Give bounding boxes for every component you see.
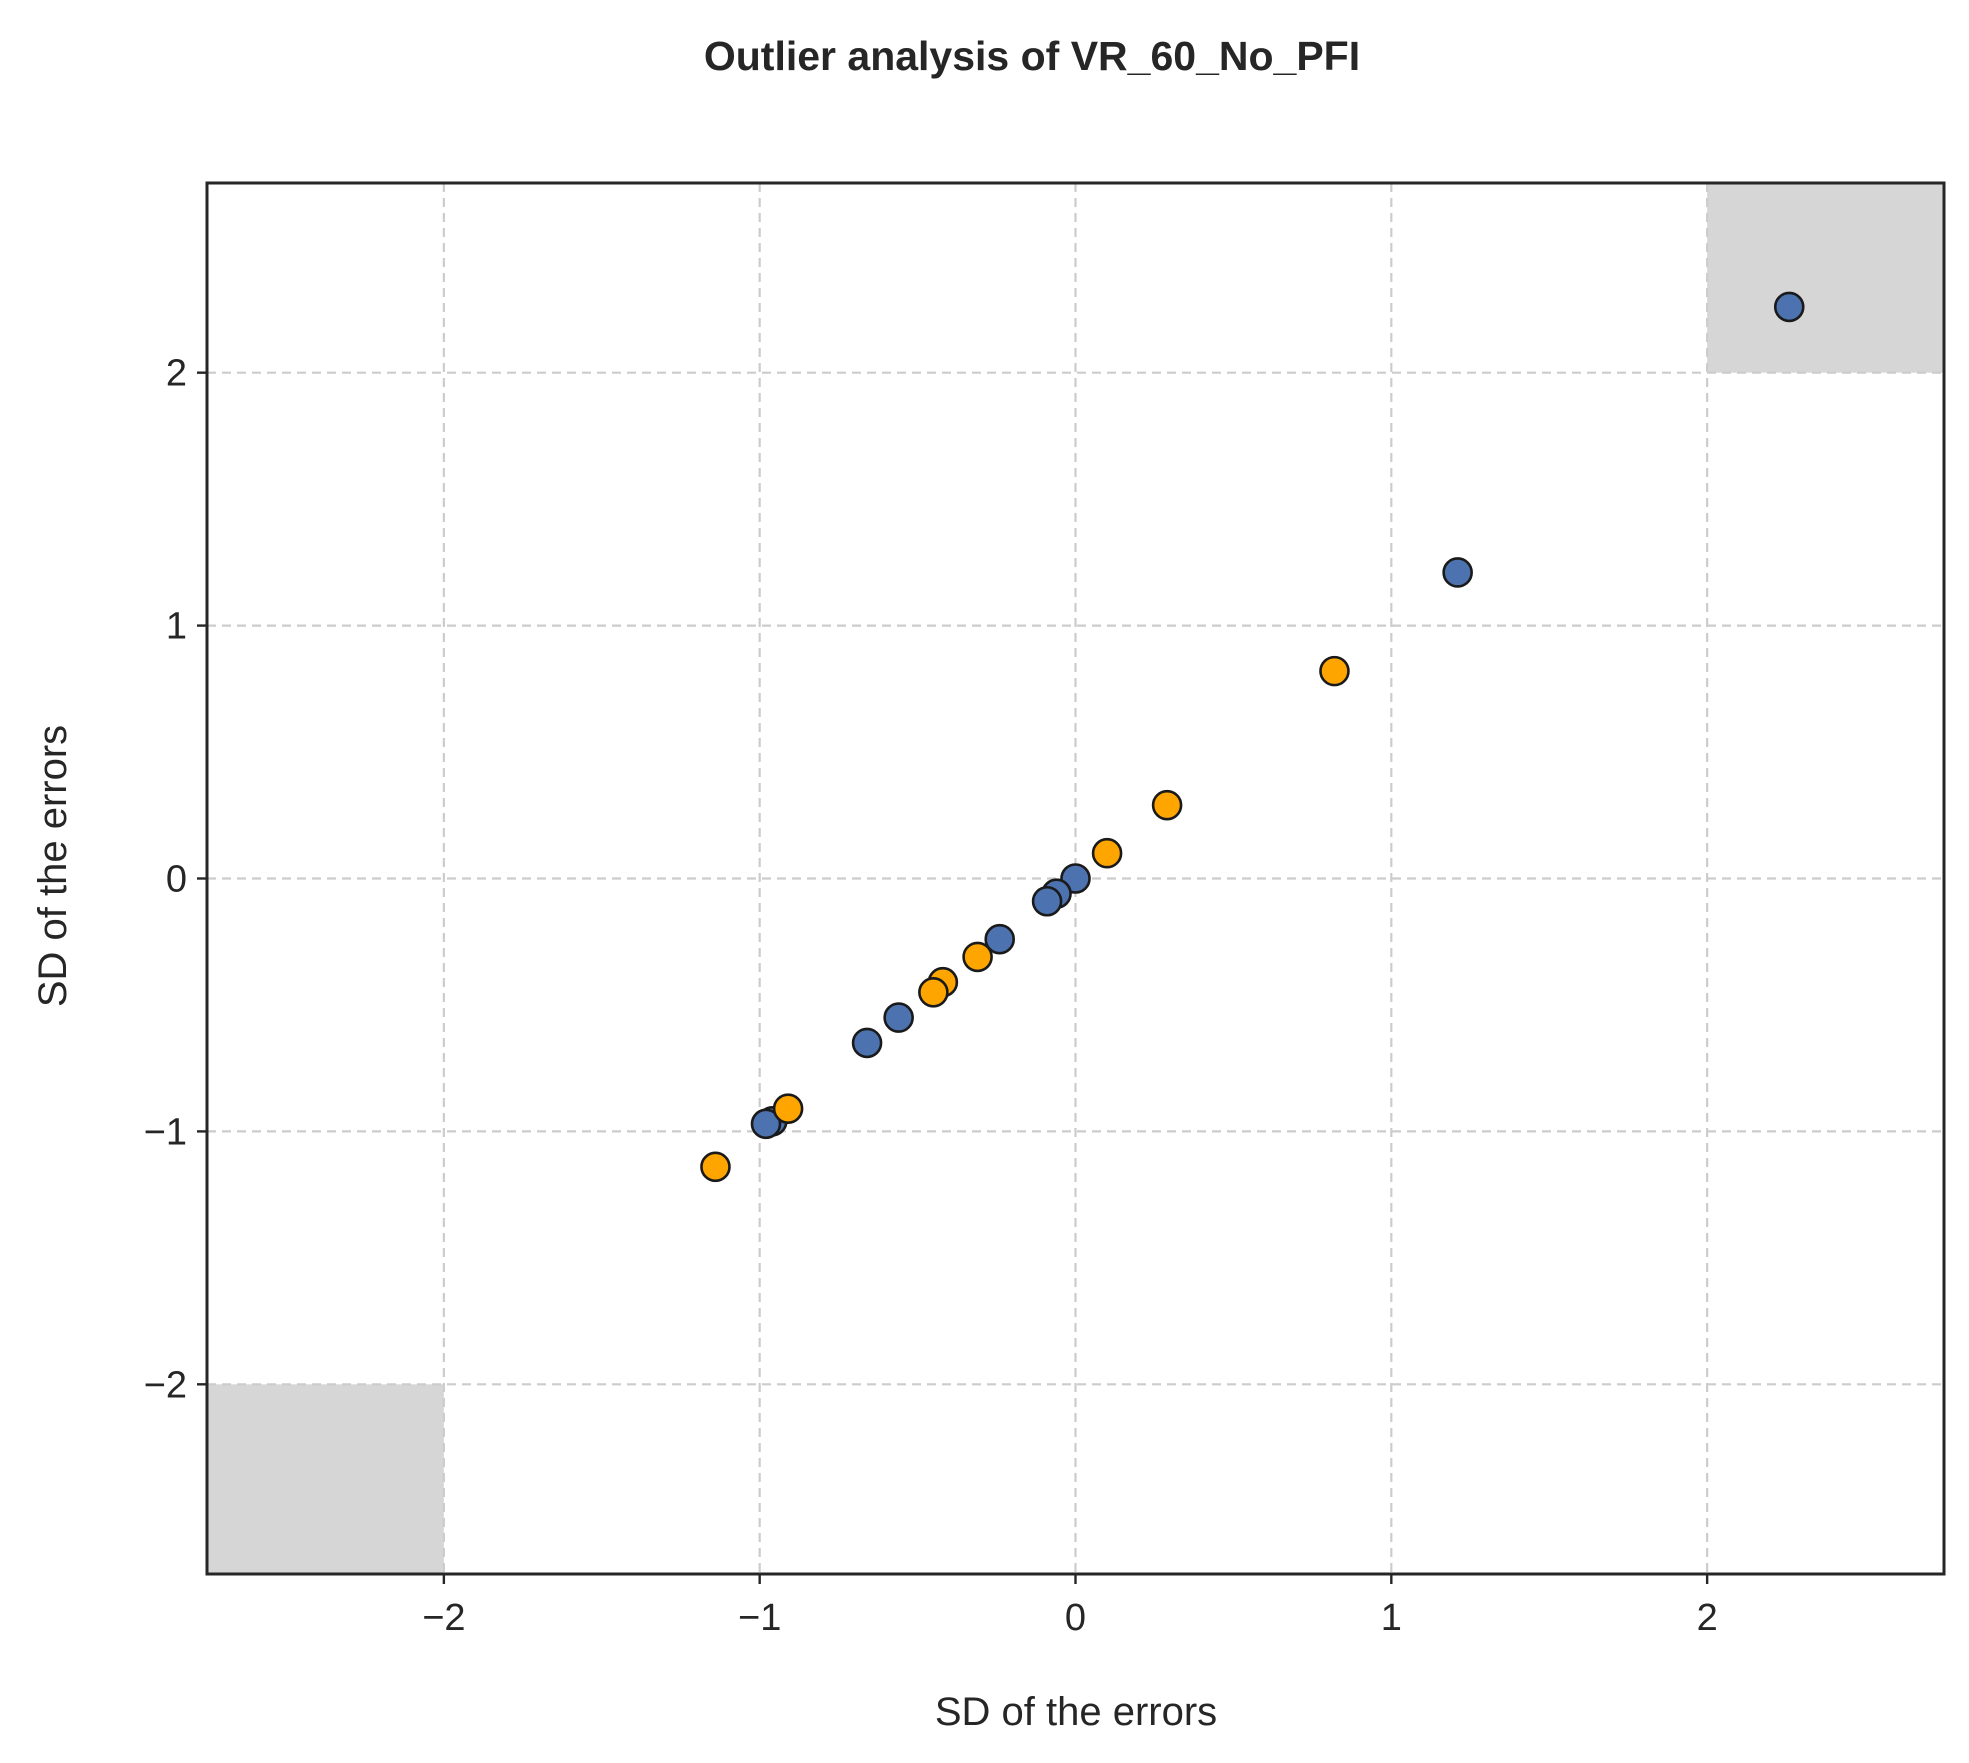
x-tick-label: 2 [1697,1597,1718,1639]
data-point-orange [962,941,993,973]
grid-lines [207,183,1944,1574]
x-tick-label: 1 [1381,1597,1402,1639]
data-point-orange [1091,837,1123,869]
x-tick-label: 0 [1065,1597,1086,1639]
data-point-blue [883,1002,914,1033]
data-point-blue [1442,557,1473,588]
x-axis-ticks: −2 −1 0 1 2 [422,1574,1718,1639]
outlier-zone-1 [1707,183,1944,373]
outlier-zones [207,183,1944,1574]
y-tick-label: 1 [166,606,187,648]
data-point-orange [772,1093,804,1124]
data-point-orange [700,1151,731,1183]
outlier-zone-2 [207,1384,444,1574]
data-point-orange [918,977,949,1008]
data-point-orange [1319,655,1350,687]
y-tick-label: 0 [166,859,187,901]
data-points [700,291,1805,1183]
data-point-blue [750,1108,782,1140]
y-tick-label: 2 [166,353,187,395]
y-axis-ticks: −2 −1 0 1 2 [144,353,207,1406]
y-axis-label: SD of the errors [31,725,75,1007]
chart-title: Outlier analysis of VR_60_No_PFI [704,33,1360,79]
x-axis-label: SD of the errors [935,1690,1217,1734]
y-tick-label: −1 [144,1111,187,1153]
data-point-blue [1031,885,1063,917]
data-point-blue [984,923,1016,955]
data-point-blue [1773,291,1805,323]
x-tick-label: −1 [738,1597,781,1639]
data-point-orange [1151,789,1183,821]
data-point-blue [851,1027,883,1059]
x-tick-label: −2 [422,1597,465,1639]
y-tick-label: −2 [144,1364,187,1406]
